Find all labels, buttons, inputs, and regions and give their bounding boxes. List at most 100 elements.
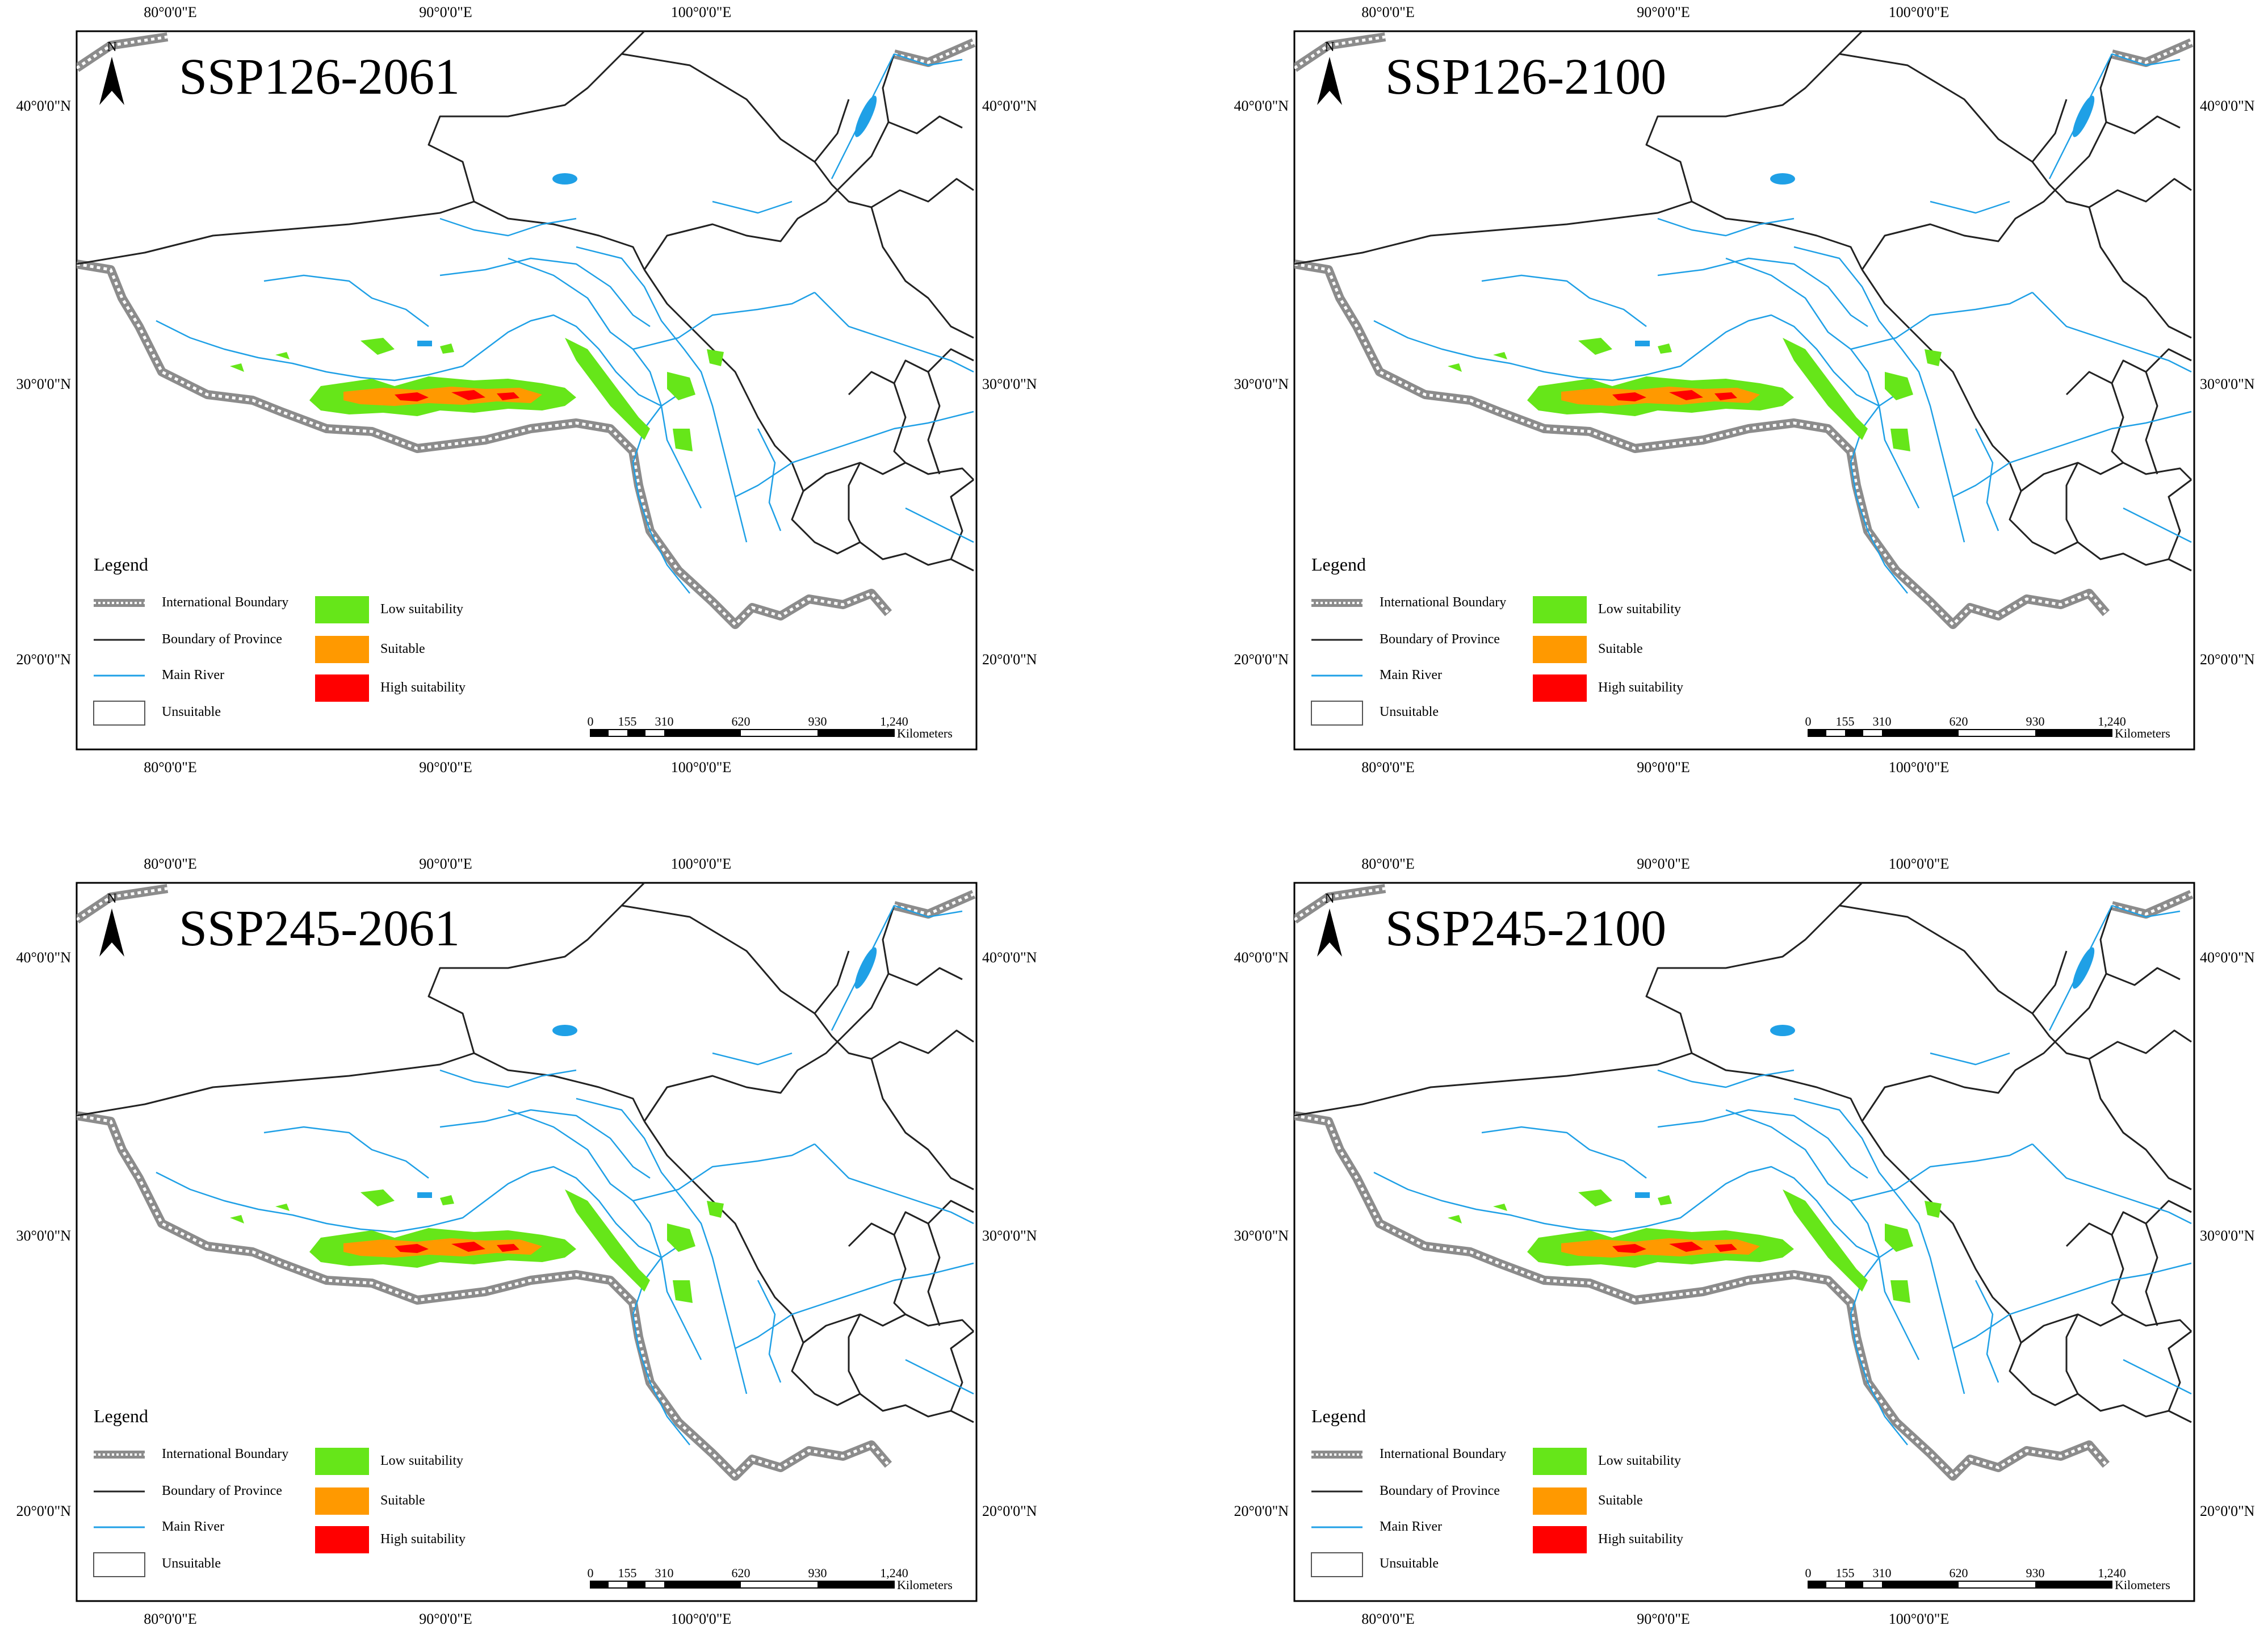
svg-text:90°0'0"E: 90°0'0"E [1637, 4, 1690, 20]
panel-title: SSP126-2100 [1385, 49, 1666, 105]
svg-text:Main River: Main River [162, 1519, 224, 1534]
legend-suitable-label: Suitable [380, 642, 425, 656]
svg-text:Legend: Legend [1311, 1406, 1366, 1426]
svg-text:20°0'0"N: 20°0'0"N [1234, 1503, 1289, 1519]
svg-text:80°0'0"E: 80°0'0"E [1361, 759, 1415, 776]
svg-text:Low suitability: Low suitability [1598, 602, 1681, 617]
svg-text:90°0'0"E: 90°0'0"E [1637, 759, 1690, 776]
svg-text:0: 0 [1805, 1566, 1812, 1580]
svg-text:Boundary of Province: Boundary of Province [1380, 632, 1500, 647]
legend-unsuitable-label: Unsuitable [162, 705, 221, 719]
scale-unit: Kilometers [897, 726, 953, 740]
svg-text:620: 620 [1950, 1566, 1968, 1580]
svg-text:International Boundary: International Boundary [162, 1447, 288, 1461]
svg-text:80°0'0"E: 80°0'0"E [144, 1611, 197, 1627]
svg-text:90°0'0"E: 90°0'0"E [419, 856, 472, 872]
svg-text:100°0'0"E: 100°0'0"E [1889, 759, 1950, 776]
svg-text:30°0'0"N: 30°0'0"N [2200, 376, 2255, 392]
svg-text:N: N [1324, 40, 1334, 55]
svg-text:80°0'0"E: 80°0'0"E [1361, 1611, 1415, 1627]
svg-text:155: 155 [618, 714, 637, 728]
svg-text:155: 155 [618, 1566, 637, 1580]
svg-text:Kilometers: Kilometers [2115, 726, 2170, 740]
svg-text:930: 930 [2026, 714, 2045, 728]
legend-prov-label: Boundary of Province [162, 632, 282, 647]
svg-text:High suitability: High suitability [1598, 680, 1683, 695]
svg-text:100°0'0"E: 100°0'0"E [671, 759, 732, 776]
svg-text:0: 0 [588, 1566, 594, 1580]
svg-text:620: 620 [732, 714, 751, 728]
svg-text:100°0'0"E: 100°0'0"E [671, 1611, 732, 1627]
svg-text:930: 930 [808, 714, 827, 728]
svg-text:40°0'0"N: 40°0'0"N [982, 98, 1037, 114]
svg-text:40°0'0"N: 40°0'0"N [16, 98, 72, 114]
map-panel-4: N SSP245-2100 Legend International Bound… [1294, 883, 2194, 1601]
panel-title: SSP126-2061 [179, 49, 460, 105]
svg-text:20°0'0"N: 20°0'0"N [2200, 651, 2255, 668]
svg-text:100°0'0"E: 100°0'0"E [671, 856, 732, 872]
svg-text:90°0'0"E: 90°0'0"E [1637, 856, 1690, 872]
svg-text:N: N [107, 891, 116, 906]
svg-text:20°0'0"N: 20°0'0"N [982, 1503, 1037, 1519]
legend-river-label: Main River [162, 668, 224, 682]
legend-swatch-high [315, 674, 369, 702]
svg-text:40°0'0"N: 40°0'0"N [16, 949, 72, 966]
svg-text:Low suitability: Low suitability [1598, 1453, 1681, 1468]
svg-text:90°0'0"E: 90°0'0"E [419, 1611, 472, 1627]
svg-text:100°0'0"E: 100°0'0"E [671, 4, 732, 20]
svg-text:90°0'0"E: 90°0'0"E [419, 759, 472, 776]
svg-text:30°0'0"N: 30°0'0"N [1234, 1227, 1289, 1244]
svg-text:155: 155 [1836, 1566, 1855, 1580]
svg-text:Low suitability: Low suitability [380, 1453, 463, 1468]
svg-text:90°0'0"E: 90°0'0"E [1637, 1611, 1690, 1627]
svg-text:Suitable: Suitable [1598, 1493, 1643, 1508]
svg-text:310: 310 [1873, 1566, 1892, 1580]
legend-swatch-suitable [315, 636, 369, 663]
svg-text:310: 310 [655, 714, 674, 728]
svg-text:0: 0 [588, 714, 594, 728]
svg-text:Unsuitable: Unsuitable [1380, 1556, 1439, 1571]
svg-text:International Boundary: International Boundary [1380, 595, 1506, 610]
svg-text:Legend: Legend [1311, 554, 1366, 575]
svg-text:80°0'0"E: 80°0'0"E [144, 759, 197, 776]
svg-text:0: 0 [1805, 714, 1812, 728]
svg-text:Boundary of Province: Boundary of Province [1380, 1484, 1500, 1498]
svg-text:Main River: Main River [1380, 1519, 1442, 1534]
svg-text:620: 620 [1950, 714, 1968, 728]
map-panel-2: N SSP126-2100 Legend International Bound… [1294, 31, 2194, 749]
svg-text:High suitability: High suitability [380, 1532, 466, 1547]
panel-title: SSP245-2100 [1385, 900, 1666, 957]
north-label: N [107, 40, 116, 55]
svg-text:90°0'0"E: 90°0'0"E [419, 4, 472, 20]
svg-text:40°0'0"N: 40°0'0"N [1234, 949, 1289, 966]
svg-text:Kilometers: Kilometers [897, 1578, 953, 1592]
svg-text:40°0'0"N: 40°0'0"N [982, 949, 1037, 966]
svg-text:310: 310 [655, 1566, 674, 1580]
svg-text:Main River: Main River [1380, 668, 1442, 682]
svg-text:20°0'0"N: 20°0'0"N [16, 1503, 72, 1519]
svg-text:Suitable: Suitable [380, 1493, 425, 1508]
legend-intl-label: International Boundary [162, 595, 288, 610]
svg-text:20°0'0"N: 20°0'0"N [1234, 651, 1289, 668]
svg-text:International Boundary: International Boundary [1380, 1447, 1506, 1461]
svg-text:20°0'0"N: 20°0'0"N [16, 651, 72, 668]
svg-text:310: 310 [1873, 714, 1892, 728]
panel-title: SSP245-2061 [179, 900, 460, 957]
svg-text:Unsuitable: Unsuitable [162, 1556, 221, 1571]
svg-text:Kilometers: Kilometers [2115, 1578, 2170, 1592]
svg-text:620: 620 [732, 1566, 751, 1580]
legend-swatch-low [315, 596, 369, 623]
svg-text:30°0'0"N: 30°0'0"N [16, 1227, 72, 1244]
svg-text:High suitability: High suitability [1598, 1532, 1683, 1547]
figure: N SSP126-2061 Legend International Bound… [0, 0, 2268, 1630]
map-panel-3: N SSP245-2061 Legend International Bound… [77, 883, 976, 1601]
legend-low-label: Low suitability [380, 602, 463, 617]
svg-text:930: 930 [2026, 1566, 2045, 1580]
svg-text:30°0'0"N: 30°0'0"N [982, 1227, 1037, 1244]
legend-high-label: High suitability [380, 680, 466, 695]
svg-text:Suitable: Suitable [1598, 642, 1643, 656]
svg-text:N: N [1324, 891, 1334, 906]
svg-text:100°0'0"E: 100°0'0"E [1889, 4, 1950, 20]
svg-text:80°0'0"E: 80°0'0"E [144, 4, 197, 20]
svg-text:930: 930 [808, 1566, 827, 1580]
